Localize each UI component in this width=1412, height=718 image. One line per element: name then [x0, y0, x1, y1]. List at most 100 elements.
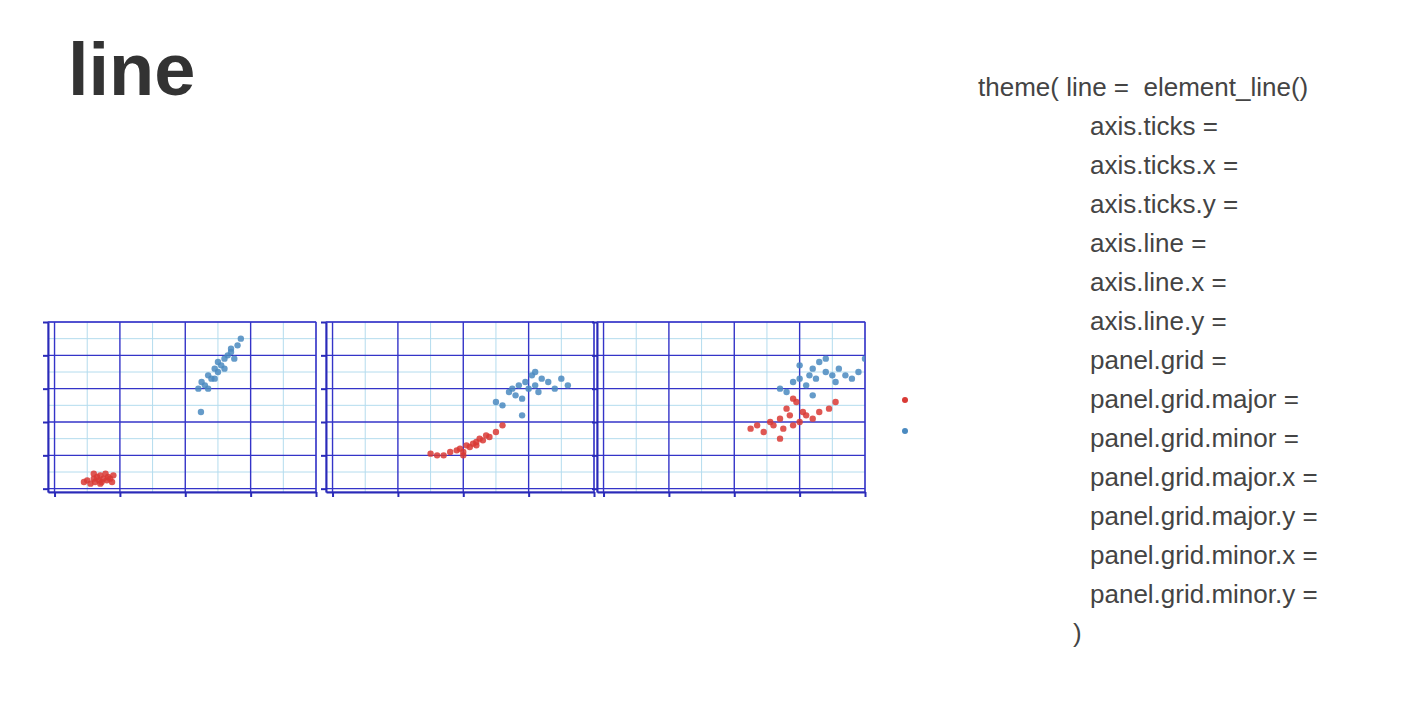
tick-mark — [799, 492, 801, 497]
code-line: panel.grid.minor.y = — [1090, 579, 1318, 609]
point — [473, 439, 479, 445]
minor-grid-line — [561, 322, 562, 492]
y-axis — [592, 323, 598, 493]
points — [81, 335, 244, 486]
minor-grid-line — [48, 405, 316, 406]
tick — [120, 492, 121, 497]
x-axis — [327, 492, 595, 497]
code-line: theme( line = element_line() — [978, 72, 1308, 102]
point — [110, 472, 116, 478]
point — [813, 375, 819, 381]
tick — [321, 355, 326, 356]
tick — [592, 322, 597, 323]
point — [810, 415, 816, 421]
axis-line — [598, 492, 866, 494]
point — [790, 422, 796, 428]
point — [215, 369, 221, 375]
minor-grid — [326, 322, 594, 492]
point — [777, 385, 783, 391]
point — [849, 375, 855, 381]
point — [535, 389, 541, 395]
tick-mark — [43, 488, 48, 490]
tick — [43, 489, 48, 490]
tick — [43, 389, 48, 390]
minor-grid-line — [701, 322, 702, 492]
x-axis — [49, 492, 317, 497]
grid-line — [250, 322, 251, 492]
axis-line — [49, 492, 317, 494]
grid-line — [185, 322, 186, 492]
code-line: panel.grid.major.y = — [1090, 501, 1318, 531]
minor-grid-line — [48, 472, 316, 473]
grid-line — [119, 322, 120, 492]
point — [486, 434, 492, 440]
point — [558, 375, 564, 381]
point — [499, 422, 505, 428]
tick-mark — [592, 388, 597, 390]
point — [565, 382, 571, 388]
axis-line — [597, 323, 599, 493]
point — [211, 375, 217, 381]
code-line: axis.ticks.y = — [1090, 189, 1238, 219]
points — [747, 355, 865, 441]
y-axis — [43, 323, 49, 493]
slide-title: line — [68, 28, 195, 111]
tick — [185, 492, 186, 497]
point — [493, 399, 499, 405]
point — [777, 435, 783, 441]
code-line: panel.grid.minor = — [1090, 423, 1299, 453]
point — [440, 452, 446, 458]
grid-line — [332, 322, 333, 492]
grid-line — [326, 455, 594, 456]
code-line: ) — [1073, 618, 1082, 648]
minor-grid-line — [832, 322, 833, 492]
tick-mark — [592, 355, 597, 357]
point — [760, 429, 766, 435]
point — [493, 429, 499, 435]
tick-mark — [185, 492, 187, 497]
tick — [321, 322, 326, 323]
tick — [592, 355, 597, 356]
tick — [43, 455, 48, 456]
tick-mark — [463, 492, 465, 497]
point — [447, 449, 453, 455]
minor-grid-line — [326, 338, 594, 339]
point — [434, 452, 440, 458]
minor-grid-line — [495, 322, 496, 492]
major-grid — [326, 322, 594, 492]
point — [796, 419, 802, 425]
minor-grid — [48, 322, 316, 492]
tick-mark — [397, 492, 399, 497]
minor-grid-line — [597, 472, 865, 473]
point — [532, 382, 538, 388]
point — [783, 389, 789, 395]
panel — [321, 322, 595, 497]
point — [855, 369, 861, 375]
point — [816, 409, 822, 415]
code-line: axis.line = — [1090, 228, 1206, 258]
tick — [321, 389, 326, 390]
grid-line — [48, 421, 316, 422]
minor-grid-line — [326, 472, 594, 473]
panel-frame — [48, 322, 316, 492]
panel — [592, 322, 868, 497]
tick-mark — [594, 492, 596, 497]
minor-grid-line — [597, 338, 865, 339]
tick — [592, 455, 597, 456]
slide: line theme( line = element_line() axis.tic… — [0, 0, 1412, 718]
point — [747, 425, 753, 431]
point — [509, 385, 515, 391]
legend-swatch — [902, 428, 908, 434]
tick-mark — [592, 422, 597, 424]
tick — [321, 489, 326, 490]
tick — [43, 422, 48, 423]
point — [826, 405, 832, 411]
point — [796, 375, 802, 381]
point — [205, 385, 211, 391]
axis-line — [48, 323, 50, 493]
tick-mark — [316, 492, 318, 497]
grid-line — [463, 322, 464, 492]
panel — [43, 322, 317, 497]
point — [522, 379, 528, 385]
grid-line — [397, 322, 398, 492]
